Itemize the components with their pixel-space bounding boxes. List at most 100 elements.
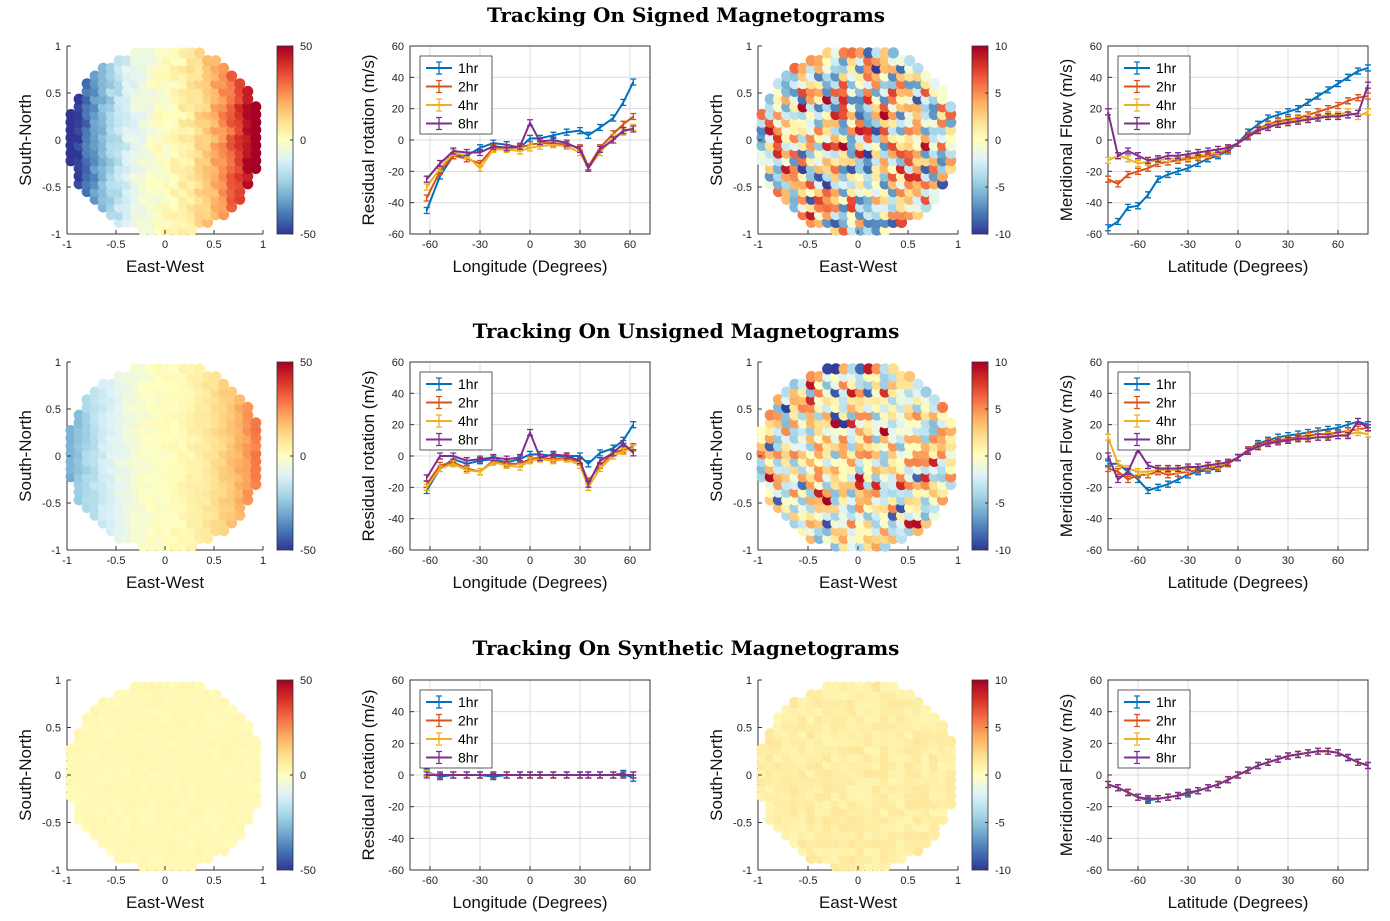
disk-dot xyxy=(772,409,785,421)
disk-dot xyxy=(153,163,165,174)
disk-dot xyxy=(178,394,189,406)
disk-dot xyxy=(879,712,891,724)
disk-dot xyxy=(822,78,834,90)
disk-dot xyxy=(772,186,785,198)
legend-label-1hr: 1hr xyxy=(458,694,479,710)
disk-dot xyxy=(161,829,173,841)
error-bar xyxy=(1345,73,1351,81)
disk-dot xyxy=(210,751,222,763)
disk-dot xyxy=(194,93,206,105)
disk-dot xyxy=(838,78,850,90)
disk-dot xyxy=(161,109,173,120)
disk-dot xyxy=(145,448,157,460)
disk-dot xyxy=(871,728,883,740)
disk-dot xyxy=(838,806,850,818)
error-bar xyxy=(1305,749,1311,757)
disk-dot xyxy=(936,124,949,136)
disk-dot xyxy=(945,751,957,763)
disk-dot xyxy=(105,109,117,120)
disk-dot xyxy=(113,720,125,732)
disk-dot xyxy=(920,155,932,167)
disk-dot xyxy=(113,440,125,452)
disk-dot xyxy=(863,193,875,205)
disk-dot xyxy=(772,417,785,429)
disk-dot xyxy=(805,517,817,529)
disk-dot xyxy=(226,798,238,810)
disk-dot xyxy=(161,163,173,174)
disk-dot xyxy=(218,782,230,794)
disk-dot xyxy=(871,47,883,59)
disk-dot xyxy=(73,813,85,825)
disk-dot xyxy=(887,93,899,105)
error-bar xyxy=(1145,461,1151,470)
disk-dot xyxy=(895,774,908,787)
panels-layer: -1 -0.5 0 0.5 110.50-0.5-1East-WestSouth-Nor… xyxy=(16,41,1371,912)
disk-dot xyxy=(226,502,238,514)
disk-dot xyxy=(830,155,842,167)
disk-dot xyxy=(838,132,850,144)
disk-dot xyxy=(81,712,93,724)
disk-dot xyxy=(904,108,916,121)
disk-dot xyxy=(161,78,173,90)
disk-dot xyxy=(797,720,809,732)
disk-dot xyxy=(846,93,858,105)
error-bar xyxy=(630,112,637,121)
error-bar xyxy=(490,771,497,779)
disk-dot xyxy=(904,394,916,406)
series-line-4hr xyxy=(425,447,634,490)
y-axis-label: Residual rotation (m/s) xyxy=(359,54,378,225)
disk-dot xyxy=(97,728,109,740)
disk-dot xyxy=(137,712,149,724)
disk-dot xyxy=(161,85,173,97)
disk-dot xyxy=(789,782,801,794)
disk-dot xyxy=(920,170,932,182)
disk-dot xyxy=(846,62,858,74)
disk-dot xyxy=(178,751,189,763)
disk-dot xyxy=(797,139,809,151)
disk-dot xyxy=(145,517,157,529)
disk-dot xyxy=(178,813,189,825)
disk-dot xyxy=(805,728,817,740)
colorbar-tick-label: 50 xyxy=(300,357,312,369)
y-tick-label: -60 xyxy=(1086,229,1102,241)
disk-dot xyxy=(797,448,809,460)
disk-dot xyxy=(871,829,883,841)
disk-dot xyxy=(178,455,189,467)
disk-dot xyxy=(846,525,858,537)
y-tick-label: -40 xyxy=(388,198,404,210)
disk-dot xyxy=(153,790,165,802)
disk-dot xyxy=(145,93,157,105)
legend-label-2hr: 2hr xyxy=(1156,79,1177,95)
disk-dot xyxy=(178,743,189,755)
disk-dot xyxy=(170,852,181,864)
disk-dot xyxy=(137,93,149,105)
disk-dot xyxy=(202,759,214,771)
disk-dot xyxy=(928,432,940,444)
disk-dot xyxy=(830,837,842,849)
disk-dot xyxy=(218,139,230,151)
disk-dot xyxy=(781,743,793,755)
disk-dot xyxy=(97,178,109,190)
disk-dot xyxy=(242,440,254,452)
disk-dot xyxy=(129,790,141,802)
disk-dot xyxy=(805,689,817,701)
disk-dot xyxy=(756,455,768,467)
disk-dot xyxy=(129,821,141,833)
disk-dot xyxy=(781,147,793,159)
disk-dot xyxy=(920,432,932,444)
disk-dot xyxy=(928,93,940,105)
disk-dot xyxy=(161,178,173,190)
disk-dot xyxy=(772,813,785,826)
disk-dot xyxy=(928,735,940,748)
disk-dot xyxy=(97,463,109,475)
disk-dot xyxy=(202,93,214,105)
disk-dot xyxy=(105,386,117,398)
disk-dot xyxy=(830,409,842,421)
disk-dot xyxy=(863,78,875,90)
disk-dot xyxy=(863,517,875,529)
disk-dot xyxy=(194,132,206,144)
disk-dot xyxy=(805,101,817,113)
disk-dot xyxy=(887,386,899,398)
disk-dot xyxy=(838,525,850,537)
disk-dot xyxy=(178,101,189,113)
